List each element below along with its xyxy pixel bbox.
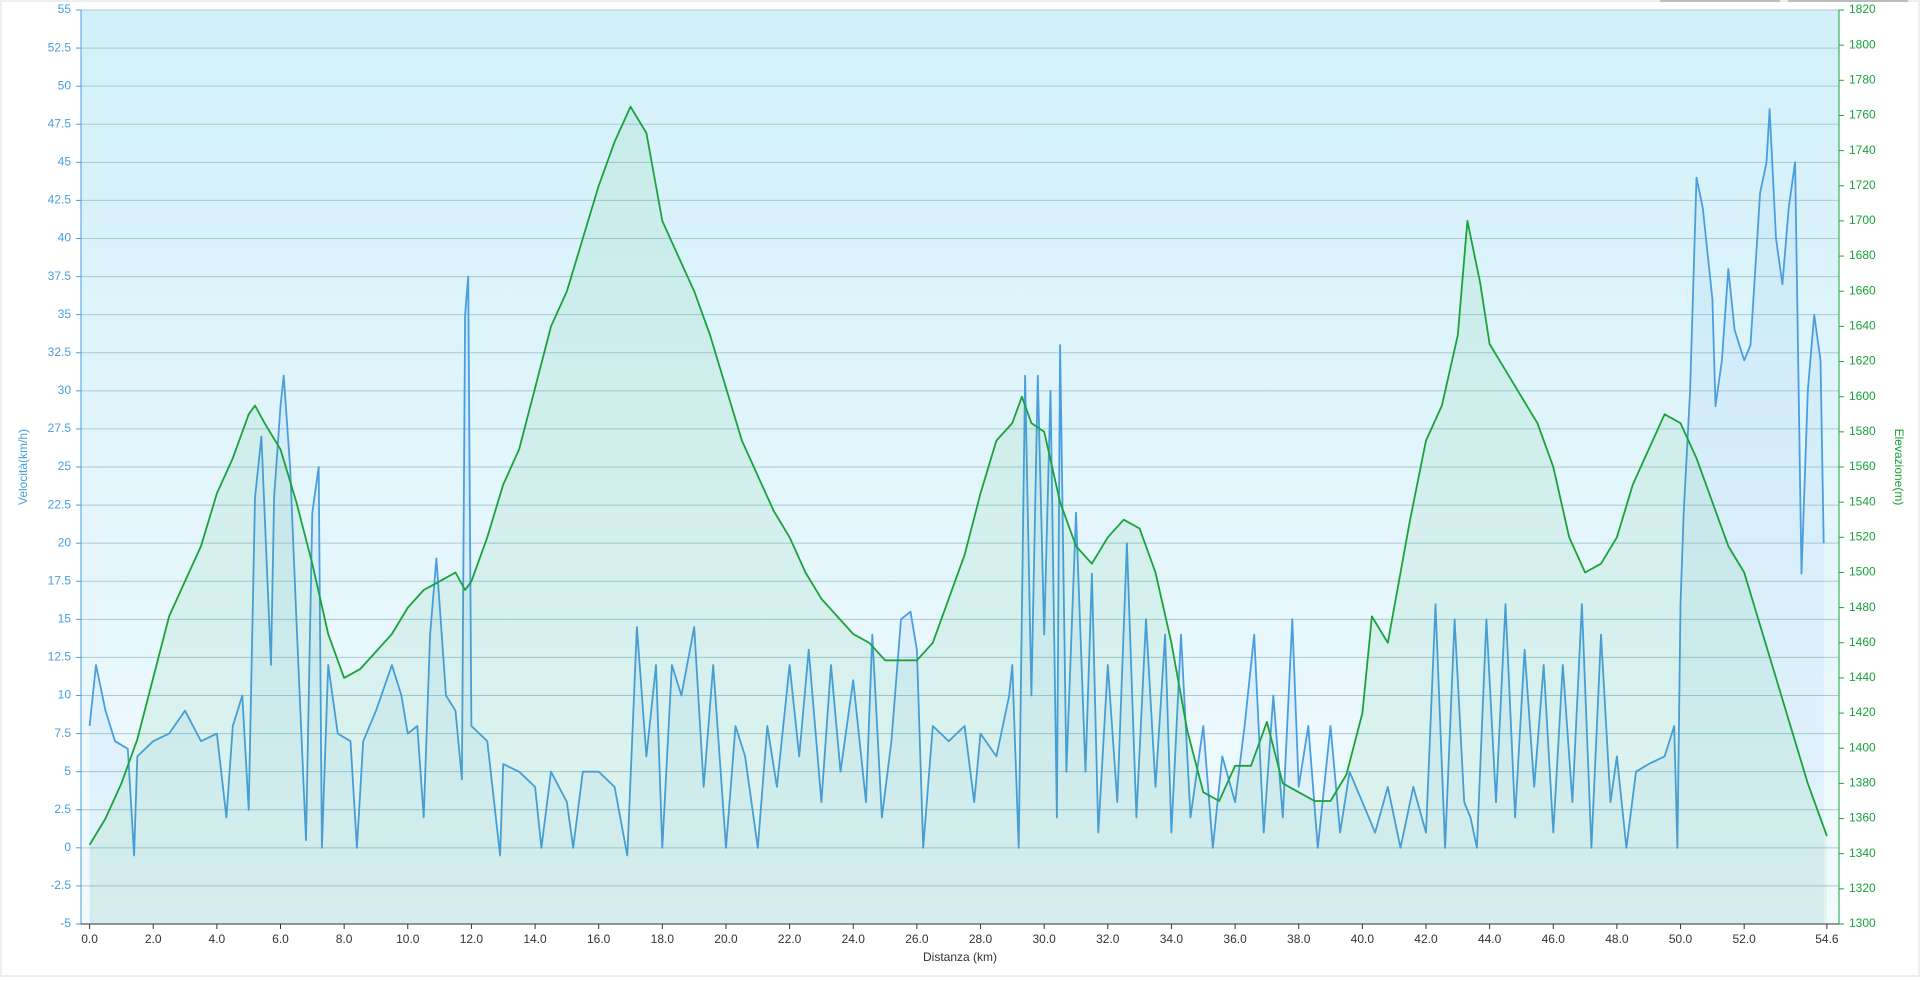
y2-tick-label: 1800	[1849, 37, 1876, 51]
y-tick-label: 45	[58, 155, 72, 169]
y-tick-label: 2.5	[54, 802, 71, 816]
y-tick-label: 20	[58, 535, 72, 549]
y2-tick-label: 1680	[1849, 248, 1876, 262]
y2-tick-label: 1560	[1849, 459, 1876, 473]
y2-tick-label: 1520	[1849, 529, 1876, 543]
y2-tick-label: 1760	[1849, 108, 1876, 122]
y2-tick-label: 1660	[1849, 283, 1876, 297]
y-tick-label: 0	[64, 840, 71, 854]
y2-tick-label: 1340	[1849, 846, 1876, 860]
y-tick-label: 35	[58, 307, 72, 321]
y2-tick-label: 1400	[1849, 740, 1876, 754]
y-tick-label: 42.5	[48, 193, 72, 207]
y-tick-label: 17.5	[48, 573, 72, 587]
y2-tick-label: 1640	[1849, 319, 1876, 333]
y-tick-label: 55	[58, 2, 72, 16]
series-area	[89, 106, 1827, 924]
y2-tick-label: 1580	[1849, 424, 1876, 438]
y2-tick-label: 1740	[1849, 143, 1876, 157]
y2-tick-label: 1820	[1849, 2, 1876, 16]
x-tick-label: 36.0	[1223, 932, 1247, 946]
x-tick-label: 4.0	[209, 932, 226, 946]
y-tick-label: 47.5	[48, 116, 72, 130]
y-tick-label: 32.5	[48, 345, 72, 359]
y-tick-label: 50	[58, 78, 72, 92]
x-tick-label: 32.0	[1096, 932, 1120, 946]
x-tick-label: 52.0	[1732, 932, 1756, 946]
y-axis-label: Velocità(km/h)	[16, 429, 30, 505]
y-tick-label: 27.5	[48, 421, 72, 435]
plot-content	[81, 9, 1839, 925]
x-tick-label: 16.0	[587, 932, 611, 946]
x-tick-label: 26.0	[905, 932, 929, 946]
y2-tick-label: 1500	[1849, 565, 1876, 579]
y2-tick-label: 1540	[1849, 494, 1876, 508]
y-tick-label: 37.5	[48, 269, 72, 283]
x-tick-label: 50.0	[1669, 932, 1693, 946]
y-tick-label: 40	[58, 231, 72, 245]
y2-axis-label: Elevazione(m)	[1892, 429, 1906, 506]
x-tick-label: 44.0	[1478, 932, 1502, 946]
y2-tick-label: 1420	[1849, 705, 1876, 719]
x-tick-label: 38.0	[1287, 932, 1311, 946]
series-line	[88, 105, 1828, 846]
x-tick-label: 24.0	[842, 932, 866, 946]
y-tick-label: 30	[58, 383, 72, 397]
y2-tick-label: 1460	[1849, 635, 1876, 649]
y2-tick-label: 1440	[1849, 670, 1876, 684]
x-tick-label: 14.0	[523, 932, 547, 946]
series-area	[89, 109, 1824, 924]
y-tick-label: 10	[58, 688, 72, 702]
x-tick-label: 54.6	[1815, 932, 1839, 946]
y2-tick-label: 1300	[1849, 916, 1876, 930]
y-tick-label: 15	[58, 612, 72, 626]
y2-tick-label: 1600	[1849, 389, 1876, 403]
x-tick-label: 46.0	[1542, 932, 1566, 946]
y2-tick-label: 1360	[1849, 811, 1876, 825]
y-tick-label: -2.5	[50, 878, 71, 892]
x-tick-label: 34.0	[1160, 932, 1184, 946]
y-tick-label: 5	[64, 764, 71, 778]
x-tick-label: 22.0	[778, 932, 802, 946]
toolbar-button[interactable]	[1788, 0, 1908, 2]
y-tick-label: 22.5	[48, 497, 72, 511]
x-tick-label: 8.0	[336, 932, 353, 946]
y-tick-label: -5	[60, 916, 71, 930]
x-tick-label: 0.0	[81, 932, 98, 946]
x-tick-label: 18.0	[651, 932, 675, 946]
x-tick-label: 2.0	[145, 932, 162, 946]
y2-tick-label: 1320	[1849, 881, 1876, 895]
x-tick-label: 30.0	[1032, 932, 1056, 946]
x-tick-label: 42.0	[1414, 932, 1438, 946]
x-tick-label: 20.0	[714, 932, 738, 946]
y2-tick-label: 1620	[1849, 354, 1876, 368]
y-tick-label: 25	[58, 459, 72, 473]
series-line	[88, 108, 1825, 857]
x-tick-label: 10.0	[396, 932, 420, 946]
y-tick-label: 12.5	[48, 650, 72, 664]
y2-tick-label: 1720	[1849, 178, 1876, 192]
y-tick-label: 52.5	[48, 40, 72, 54]
x-tick-label: 40.0	[1351, 932, 1375, 946]
y2-tick-label: 1480	[1849, 600, 1876, 614]
x-tick-label: 48.0	[1605, 932, 1629, 946]
x-axis-label: Distanza (km)	[923, 950, 997, 964]
x-tick-label: 6.0	[272, 932, 289, 946]
toolbar-button[interactable]	[1660, 0, 1780, 2]
x-tick-label: 28.0	[969, 932, 993, 946]
y2-tick-label: 1780	[1849, 72, 1876, 86]
y2-tick-label: 1700	[1849, 213, 1876, 227]
y2-tick-label: 1380	[1849, 776, 1876, 790]
x-tick-label: 12.0	[460, 932, 484, 946]
y-tick-label: 7.5	[54, 726, 71, 740]
